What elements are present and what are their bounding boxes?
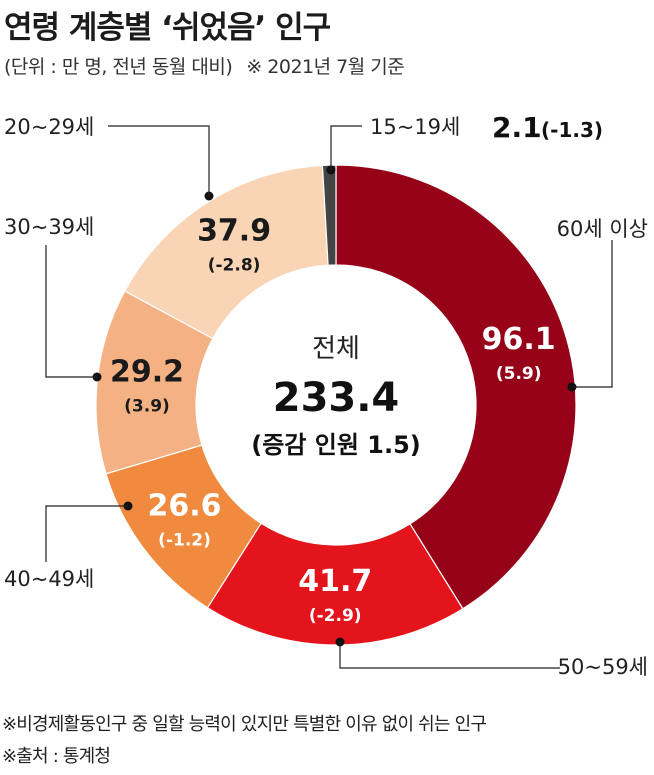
slice-1 [206, 522, 464, 646]
center-change: (증감 인원 1.5) [251, 431, 420, 459]
category-label-1: 50~59세 [558, 655, 648, 679]
category-label-0: 60세 이상 [557, 217, 648, 241]
leader-line-2 [45, 505, 128, 562]
slice-value-label-0: 96.1 [482, 322, 556, 357]
leader-line-5 [330, 125, 362, 170]
slice-value-label-2: 26.6 [148, 489, 222, 524]
category-label-2: 40~49세 [4, 567, 94, 591]
slice-value-label-5: 2.1 [492, 111, 542, 144]
slice-change-label-4: (-2.8) [208, 256, 261, 276]
category-label-4: 20~29세 [4, 115, 94, 139]
category-label-3: 30~39세 [4, 215, 94, 239]
leader-line-3 [45, 245, 97, 378]
leader-line-1 [339, 642, 560, 669]
slice-value-label-3: 29.2 [110, 355, 184, 390]
unit-note: (단위 : 만 명, 전년 동월 대비) [4, 56, 233, 78]
slice-5 [321, 164, 337, 266]
leader-line-0 [572, 240, 613, 388]
slice-change-label-5: (-1.3) [541, 118, 603, 142]
leader-line-4 [108, 125, 210, 196]
definition-note: ※비경제활동인구 중 일할 능력이 있지만 특별한 이유 없이 쉬는 인구 [2, 714, 487, 735]
basis-note: ※ 2021년 7월 기준 [246, 56, 405, 78]
slice-change-label-0: (5.9) [496, 364, 542, 384]
slice-0 [335, 164, 577, 610]
slice-change-label-3: (3.9) [124, 397, 170, 417]
chart-subtitle: (단위 : 만 명, 전년 동월 대비) ※ 2021년 7월 기준 [4, 52, 405, 79]
source-note: ※출처 : 통계청 [2, 746, 111, 767]
chart-title: 연령 계층별 ‘쉬었음’ 인구 [4, 10, 331, 46]
slice-change-label-2: (-1.2) [158, 531, 211, 551]
center-label: 전체 [312, 334, 360, 364]
slice-value-label-4: 37.9 [197, 214, 271, 249]
center-total: 233.4 [273, 375, 400, 421]
slice-change-label-1: (-2.9) [309, 606, 362, 626]
slice-value-label-1: 41.7 [298, 564, 372, 599]
category-label-5: 15~19세 [370, 115, 460, 139]
